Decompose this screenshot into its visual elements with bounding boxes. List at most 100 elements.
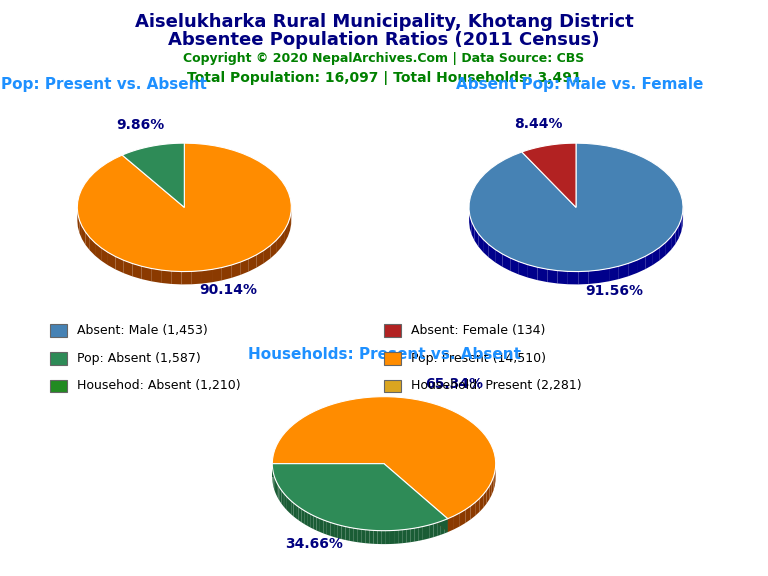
Polygon shape (202, 270, 212, 283)
Polygon shape (275, 479, 276, 494)
Polygon shape (441, 520, 445, 535)
Polygon shape (660, 242, 666, 260)
Text: Absent: Female (134): Absent: Female (134) (411, 324, 545, 337)
Polygon shape (132, 264, 141, 279)
Polygon shape (472, 222, 475, 241)
Text: Copyright © 2020 NepalArchives.Com | Data Source: CBS: Copyright © 2020 NepalArchives.Com | Dat… (184, 52, 584, 65)
Polygon shape (316, 517, 320, 532)
Polygon shape (323, 520, 327, 535)
Polygon shape (426, 525, 430, 539)
Polygon shape (478, 234, 483, 252)
Polygon shape (313, 516, 316, 530)
Polygon shape (653, 247, 660, 265)
Polygon shape (101, 248, 108, 265)
Polygon shape (384, 464, 448, 532)
Polygon shape (212, 267, 222, 282)
Polygon shape (578, 271, 589, 285)
Polygon shape (469, 143, 683, 271)
Polygon shape (338, 525, 342, 539)
Text: 9.86%: 9.86% (116, 118, 164, 132)
Text: Aiselukharka Rural Municipality, Khotang District: Aiselukharka Rural Municipality, Khotang… (134, 13, 634, 31)
Polygon shape (460, 510, 465, 526)
Polygon shape (171, 271, 181, 285)
Polygon shape (521, 143, 576, 207)
Polygon shape (288, 217, 290, 236)
Polygon shape (406, 529, 410, 543)
Polygon shape (495, 249, 502, 267)
Polygon shape (291, 501, 293, 517)
Polygon shape (619, 263, 628, 279)
Text: Total Population: 16,097 | Total Households: 3,491: Total Population: 16,097 | Total Househo… (187, 71, 581, 85)
Text: 90.14%: 90.14% (200, 283, 257, 297)
Polygon shape (287, 497, 289, 512)
Polygon shape (90, 237, 95, 256)
Polygon shape (465, 506, 471, 523)
Polygon shape (492, 477, 494, 495)
Polygon shape (320, 518, 323, 533)
Polygon shape (488, 245, 495, 262)
Text: Pop: Absent (1,587): Pop: Absent (1,587) (77, 352, 200, 365)
Polygon shape (494, 472, 495, 490)
Text: Households: Present vs. Absent: Households: Present vs. Absent (247, 347, 521, 362)
Polygon shape (475, 498, 479, 516)
Text: 8.44%: 8.44% (514, 117, 562, 131)
Polygon shape (609, 266, 619, 281)
Polygon shape (283, 492, 285, 508)
Polygon shape (479, 494, 483, 512)
Polygon shape (281, 490, 283, 506)
Polygon shape (161, 270, 171, 284)
Polygon shape (296, 505, 299, 520)
Polygon shape (349, 528, 353, 541)
Polygon shape (78, 143, 291, 271)
Polygon shape (327, 521, 330, 536)
Polygon shape (502, 254, 510, 271)
Polygon shape (454, 513, 460, 529)
Text: Pop: Present vs. Absent: Pop: Present vs. Absent (1, 77, 207, 92)
Polygon shape (192, 271, 202, 285)
Polygon shape (289, 499, 291, 514)
Polygon shape (369, 530, 373, 544)
Polygon shape (361, 529, 366, 543)
Polygon shape (645, 252, 653, 269)
Polygon shape (273, 464, 384, 477)
Polygon shape (276, 481, 277, 497)
Polygon shape (115, 256, 124, 273)
Polygon shape (277, 483, 278, 499)
Polygon shape (483, 239, 488, 257)
Polygon shape (568, 271, 578, 285)
Polygon shape (264, 245, 270, 263)
Polygon shape (285, 495, 287, 510)
Polygon shape (257, 251, 264, 268)
Polygon shape (353, 528, 357, 542)
Polygon shape (445, 519, 448, 533)
Polygon shape (437, 521, 441, 536)
Polygon shape (330, 522, 334, 537)
Polygon shape (79, 220, 82, 239)
Polygon shape (384, 464, 448, 532)
Polygon shape (487, 486, 489, 503)
Polygon shape (548, 269, 558, 283)
Polygon shape (394, 530, 398, 544)
Polygon shape (419, 526, 422, 541)
Polygon shape (301, 509, 304, 524)
Polygon shape (280, 488, 281, 503)
Polygon shape (378, 530, 382, 544)
Polygon shape (637, 256, 645, 273)
Polygon shape (471, 502, 475, 520)
Polygon shape (430, 524, 433, 538)
Polygon shape (293, 503, 296, 518)
Polygon shape (628, 260, 637, 276)
Text: 65.34%: 65.34% (425, 377, 483, 391)
Polygon shape (151, 268, 161, 283)
Polygon shape (122, 143, 184, 207)
Polygon shape (679, 219, 681, 238)
Polygon shape (274, 476, 275, 492)
Polygon shape (310, 514, 313, 529)
Polygon shape (78, 214, 79, 233)
Polygon shape (414, 528, 419, 541)
Polygon shape (398, 530, 402, 544)
Polygon shape (666, 237, 671, 255)
Polygon shape (95, 243, 101, 260)
Polygon shape (671, 231, 675, 249)
Polygon shape (240, 259, 249, 275)
